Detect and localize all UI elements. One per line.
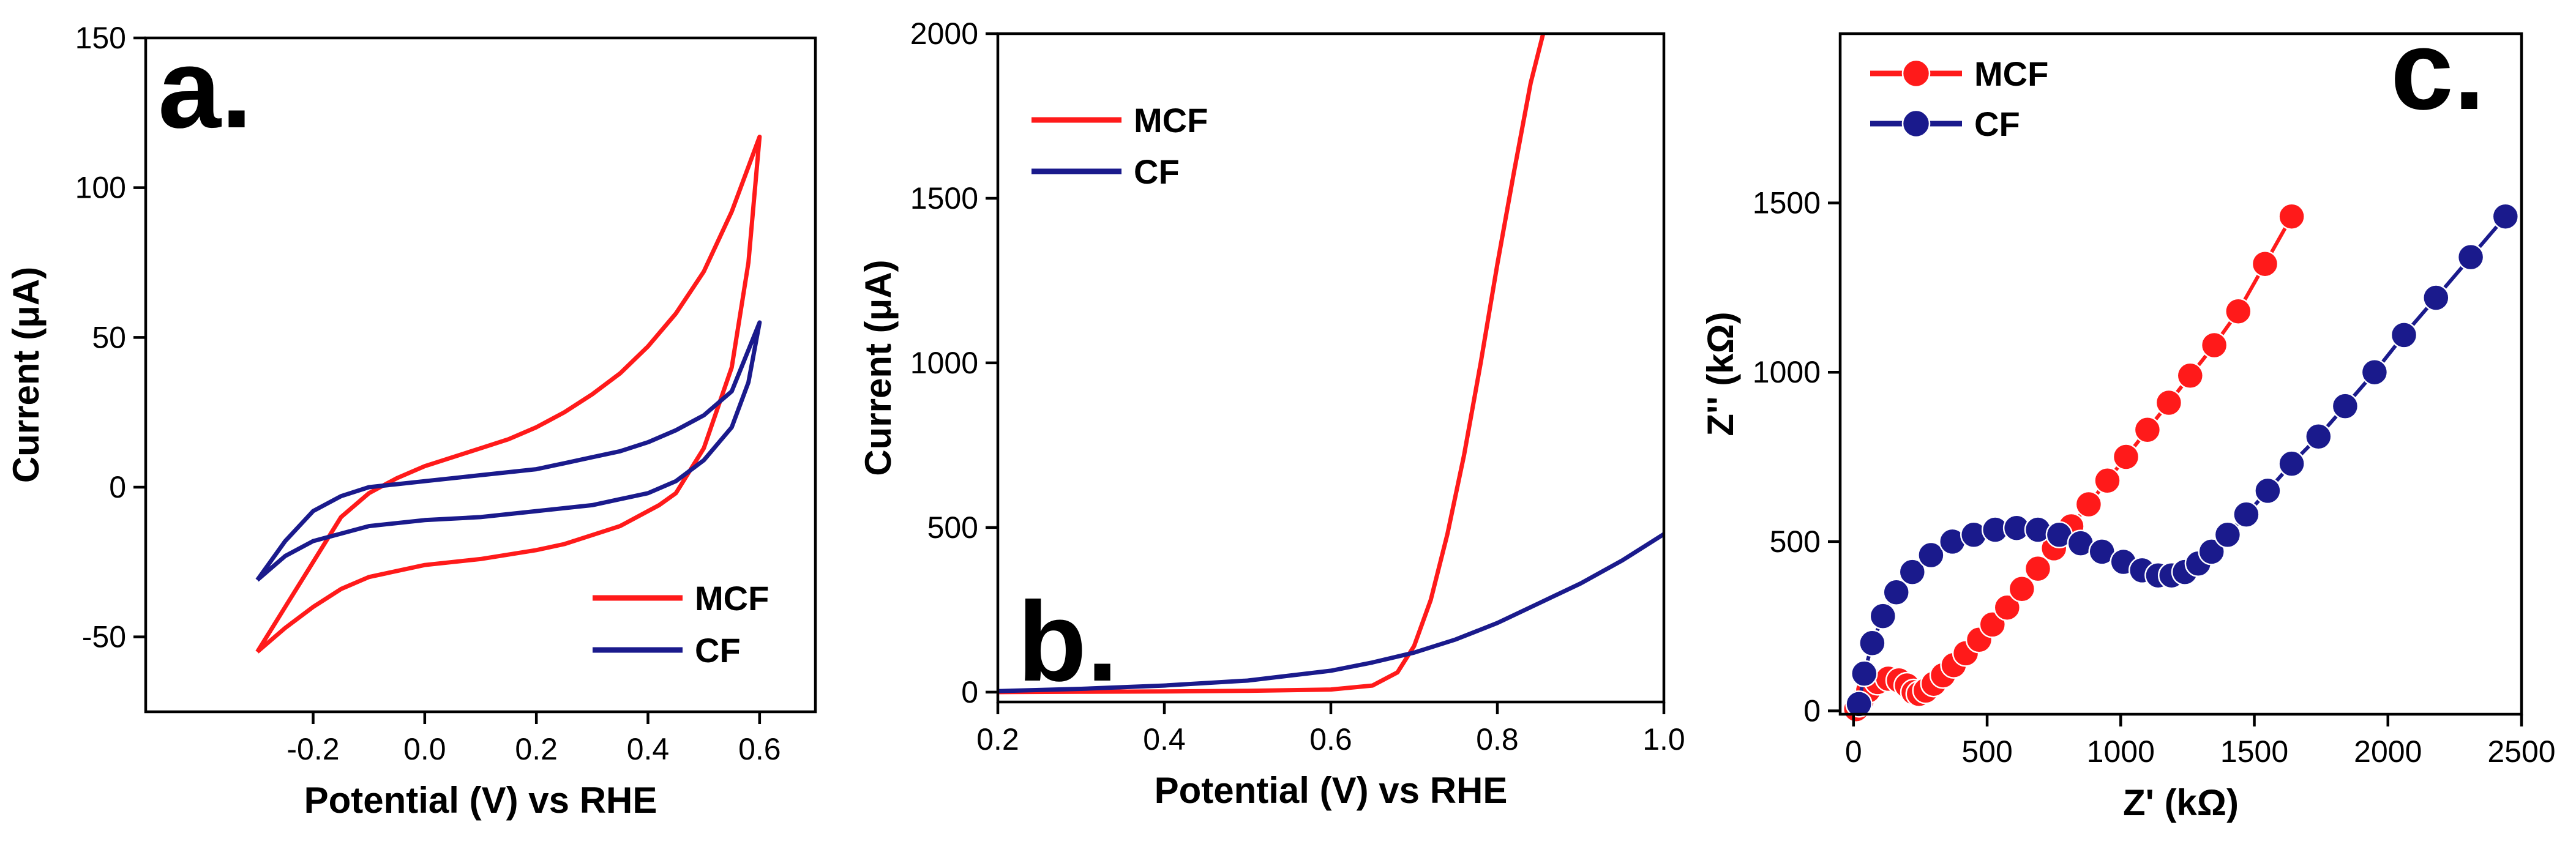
plot-frame xyxy=(144,36,817,714)
x-tick-label: 0.6 xyxy=(1309,722,1352,756)
y-tick-label: 100 xyxy=(75,171,126,205)
legend-marker-cf xyxy=(1901,109,1931,138)
data-point-mcf xyxy=(2094,467,2121,495)
y-tick-label: 1000 xyxy=(910,346,978,380)
legend: MCF CF xyxy=(1870,54,2048,143)
panel-letter: b. xyxy=(1017,579,1118,705)
data-point-cf xyxy=(2198,538,2225,566)
data-point-mcf xyxy=(2133,416,2162,444)
data-point-cf xyxy=(2422,284,2450,312)
data-point-cf xyxy=(2278,450,2305,477)
y-axis-label: Current (μA) xyxy=(6,267,47,483)
data-point-mcf xyxy=(2278,203,2305,230)
data-point-cf xyxy=(2331,392,2359,420)
legend-label-mcf: MCF xyxy=(695,579,769,618)
data-point-mcf xyxy=(2008,575,2036,603)
panel-letter: a. xyxy=(158,26,252,152)
legend: MCF CF xyxy=(593,579,769,670)
y-tick-label: 0 xyxy=(109,470,126,504)
data-point-mcf xyxy=(2075,490,2103,518)
legend-label-mcf: MCF xyxy=(1974,54,2048,93)
x-axis-label: Potential (V) vs RHE xyxy=(1155,770,1508,811)
y-tick-label: 0 xyxy=(1803,693,1821,728)
data-point-cf xyxy=(2254,477,2282,505)
data-point-cf xyxy=(1851,660,1878,687)
data-point-cf xyxy=(1898,558,1926,586)
data-point-cf xyxy=(1845,690,1873,718)
data-point-cf xyxy=(2457,243,2485,271)
data-point-mcf xyxy=(2024,554,2052,583)
chart-panel-b: 0.2 0.4 0.6 0.8 1.0 0 500 1000 1500 2000 Potential… xyxy=(858,17,1685,811)
y-tick-label: 1500 xyxy=(1753,186,1821,220)
chart-panel-c: 0 500 1000 1500 2000 2500 0 500 1000 1500 Z' (kΩ) Z… xyxy=(1700,7,2556,823)
data-point-cf xyxy=(1859,629,1886,657)
x-tick-label: 0.8 xyxy=(1476,722,1519,756)
x-axis-label: Potential (V) vs RHE xyxy=(304,780,657,821)
data-point-mcf xyxy=(1993,594,2021,621)
x-tick-label: 0 xyxy=(1845,734,1862,769)
y-tick-label: 500 xyxy=(1770,525,1821,559)
legend-marker-mcf xyxy=(1901,59,1931,88)
x-tick-label: 2500 xyxy=(2487,734,2555,769)
data-point-mcf xyxy=(2200,331,2228,359)
x-tick-label: 0.2 xyxy=(515,732,558,766)
y-tick-label: 2000 xyxy=(910,17,978,51)
legend-label-cf: CF xyxy=(695,631,741,670)
data-point-mcf xyxy=(2225,297,2252,325)
legend-label-cf: CF xyxy=(1974,105,2020,143)
data-point-mcf xyxy=(2176,362,2204,390)
legend-label-mcf: MCF xyxy=(1134,101,1208,140)
data-point-cf xyxy=(1869,602,1897,630)
panel-letter: c. xyxy=(2391,7,2485,133)
x-tick-label: 1500 xyxy=(2220,734,2288,769)
x-tick-label: 0.4 xyxy=(627,732,670,766)
series-line-mcf xyxy=(997,33,1546,695)
x-tick-label: -0.2 xyxy=(286,732,339,766)
x-tick-label: 0.6 xyxy=(738,732,781,766)
series-line-cf xyxy=(1857,215,2507,704)
x-tick-label: 0.2 xyxy=(976,722,1019,756)
y-tick-label: 1000 xyxy=(1753,355,1821,389)
x-tick-label: 0.0 xyxy=(403,732,446,766)
data-point-mcf xyxy=(2251,250,2279,278)
x-tick-label: 0.4 xyxy=(1143,722,1186,756)
series-line-mcf xyxy=(255,135,762,654)
legend-label-cf: CF xyxy=(1134,152,1180,191)
y-tick-label: 1500 xyxy=(910,181,978,215)
legend: MCF CF xyxy=(1032,101,1208,191)
data-point-cf xyxy=(2305,423,2332,450)
series-line-cf xyxy=(997,532,1665,693)
y-tick-label: 50 xyxy=(92,320,126,354)
series-line-mcf xyxy=(1854,215,2294,711)
x-tick-label: 500 xyxy=(1961,734,2012,769)
y-tick-label: 0 xyxy=(961,675,978,709)
y-tick-label: 500 xyxy=(927,510,978,545)
y-tick-label: 150 xyxy=(75,21,126,55)
data-point-cf xyxy=(1882,578,1910,607)
data-point-cf xyxy=(1917,541,1945,569)
data-point-cf xyxy=(2492,203,2520,230)
data-point-cf xyxy=(2214,521,2242,549)
data-point-cf xyxy=(2390,321,2418,349)
x-axis-label: Z' (kΩ) xyxy=(2123,782,2239,823)
data-point-cf xyxy=(2361,358,2389,386)
y-axis-label: Current (μA) xyxy=(858,259,899,476)
x-tick-label: 1.0 xyxy=(1642,722,1685,756)
plot-frame xyxy=(1838,32,2523,716)
data-point-mcf xyxy=(2112,443,2140,471)
x-tick-label: 1000 xyxy=(2087,734,2155,769)
y-tick-label: -50 xyxy=(82,620,126,654)
x-tick-label: 2000 xyxy=(2354,734,2422,769)
data-point-cf xyxy=(2233,501,2260,528)
series-line-cf xyxy=(255,320,762,582)
y-axis-label: Z'' (kΩ) xyxy=(1700,312,1741,436)
chart-panel-a: -0.2 0.0 0.2 0.4 0.6 -50 0 50 100 150 Potential (V… xyxy=(6,21,817,821)
data-point-mcf xyxy=(2155,389,2183,417)
